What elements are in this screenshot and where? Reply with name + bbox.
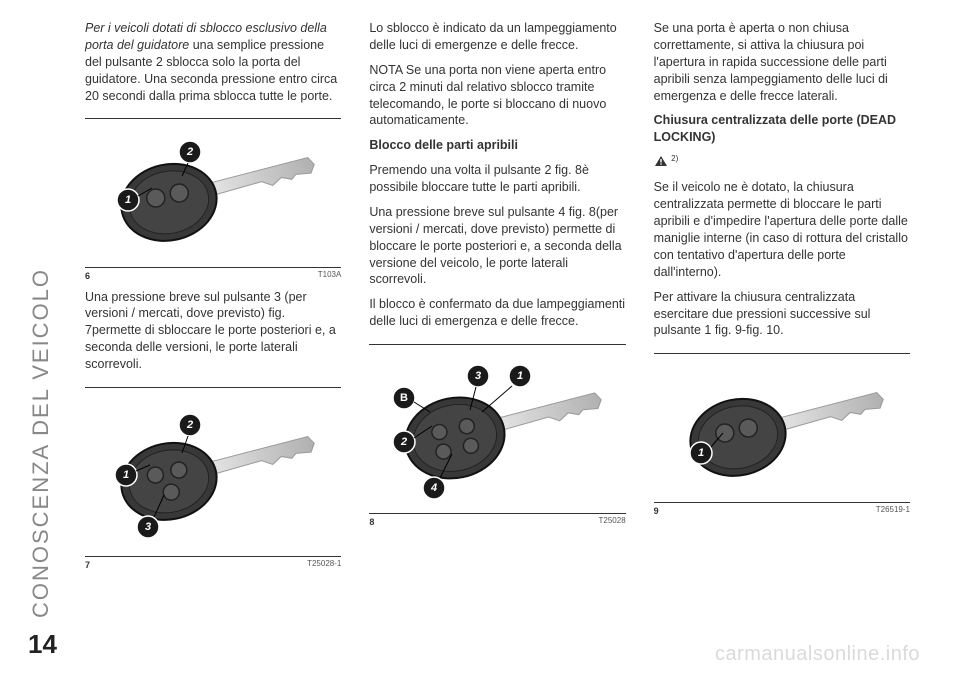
col3-para1: Se una porta è aperta o non chiusa corre…: [654, 20, 910, 104]
svg-text:3: 3: [145, 521, 151, 533]
svg-text:1: 1: [125, 194, 131, 206]
svg-text:1: 1: [517, 370, 523, 382]
content-columns: Per i veicoli dotati di sblocco esclusiv…: [85, 20, 910, 600]
figure-8-image: B 3 1 2 4: [369, 344, 625, 514]
figure-7: 1 2 3 7 T25028-1: [85, 387, 341, 571]
figure-8: B 3 1 2 4 8 T25028: [369, 344, 625, 528]
column-1: Per i veicoli dotati di sblocco esclusiv…: [85, 20, 341, 600]
manual-page: CONOSCENZA DEL VEICOLO Per i veicoli dot…: [0, 0, 960, 678]
col3-para3: Per attivare la chiusura centralizzata e…: [654, 289, 910, 340]
key-4btn-svg: B 3 1 2 4: [382, 354, 612, 504]
figure-7-caption: 7 T25028-1: [85, 557, 341, 571]
figure-8-caption: 8 T25028: [369, 514, 625, 528]
svg-text:B: B: [401, 392, 409, 404]
watermark: carmanualsonline.info: [715, 643, 920, 666]
col3-warning-line: 2): [654, 154, 910, 171]
figure-6-caption: 6 T103A: [85, 268, 341, 282]
fig8-num: 8: [369, 516, 374, 528]
fig6-code: T103A: [318, 270, 342, 282]
figure-9-caption: 9 T26519-1: [654, 503, 910, 517]
fig9-code: T26519-1: [876, 505, 910, 517]
fig7-num: 7: [85, 559, 90, 571]
col2-para4: Una pressione breve sul pulsante 4 fig. …: [369, 204, 625, 288]
column-3: Se una porta è aperta o non chiusa corre…: [654, 20, 910, 600]
svg-text:3: 3: [475, 370, 481, 382]
fig6-num: 6: [85, 270, 90, 282]
svg-text:1: 1: [698, 447, 704, 459]
col2-para2: NOTA Se una porta non viene aperta entro…: [369, 62, 625, 130]
key-1label-svg: 1: [667, 363, 897, 493]
column-2: Lo sblocco è indicato da un lampeggiamen…: [369, 20, 625, 600]
svg-text:2: 2: [400, 436, 407, 448]
col1-para2: Una pressione breve sul pulsante 3 (per …: [85, 289, 341, 373]
fig8-code: T25028: [599, 516, 626, 528]
col1-para1: Per i veicoli dotati di sblocco esclusiv…: [85, 20, 341, 104]
svg-text:2: 2: [186, 419, 193, 431]
section-label: CONOSCENZA DEL VEICOLO: [28, 20, 68, 618]
figure-9: 1 9 T26519-1: [654, 353, 910, 517]
col2-heading1: Blocco delle parti apribili: [369, 137, 625, 154]
col3-para2: Se il veicolo ne è dotato, la chiusura c…: [654, 179, 910, 280]
col3-heading1: Chiusura centralizzata delle porte (DEAD…: [654, 112, 910, 146]
figure-9-image: 1: [654, 353, 910, 503]
col2-para3: Premendo una volta il pulsante 2 fig. 8è…: [369, 162, 625, 196]
warning-icon: [654, 155, 668, 172]
warning-ref: 2): [671, 154, 678, 163]
col2-para1: Lo sblocco è indicato da un lampeggiamen…: [369, 20, 625, 54]
figure-6: 1 2 6 T103A: [85, 118, 341, 282]
figure-7-image: 1 2 3: [85, 387, 341, 557]
svg-text:4: 4: [430, 482, 437, 494]
key-3btn-svg: 1 2 3: [98, 397, 328, 547]
svg-text:1: 1: [123, 469, 129, 481]
col2-para5: Il blocco è confermato da due lampeggiam…: [369, 296, 625, 330]
key-2btn-svg: 1 2: [98, 128, 328, 258]
fig9-num: 9: [654, 505, 659, 517]
svg-text:2: 2: [186, 146, 193, 158]
page-number: 14: [28, 629, 57, 660]
fig7-code: T25028-1: [307, 559, 341, 571]
figure-6-image: 1 2: [85, 118, 341, 268]
